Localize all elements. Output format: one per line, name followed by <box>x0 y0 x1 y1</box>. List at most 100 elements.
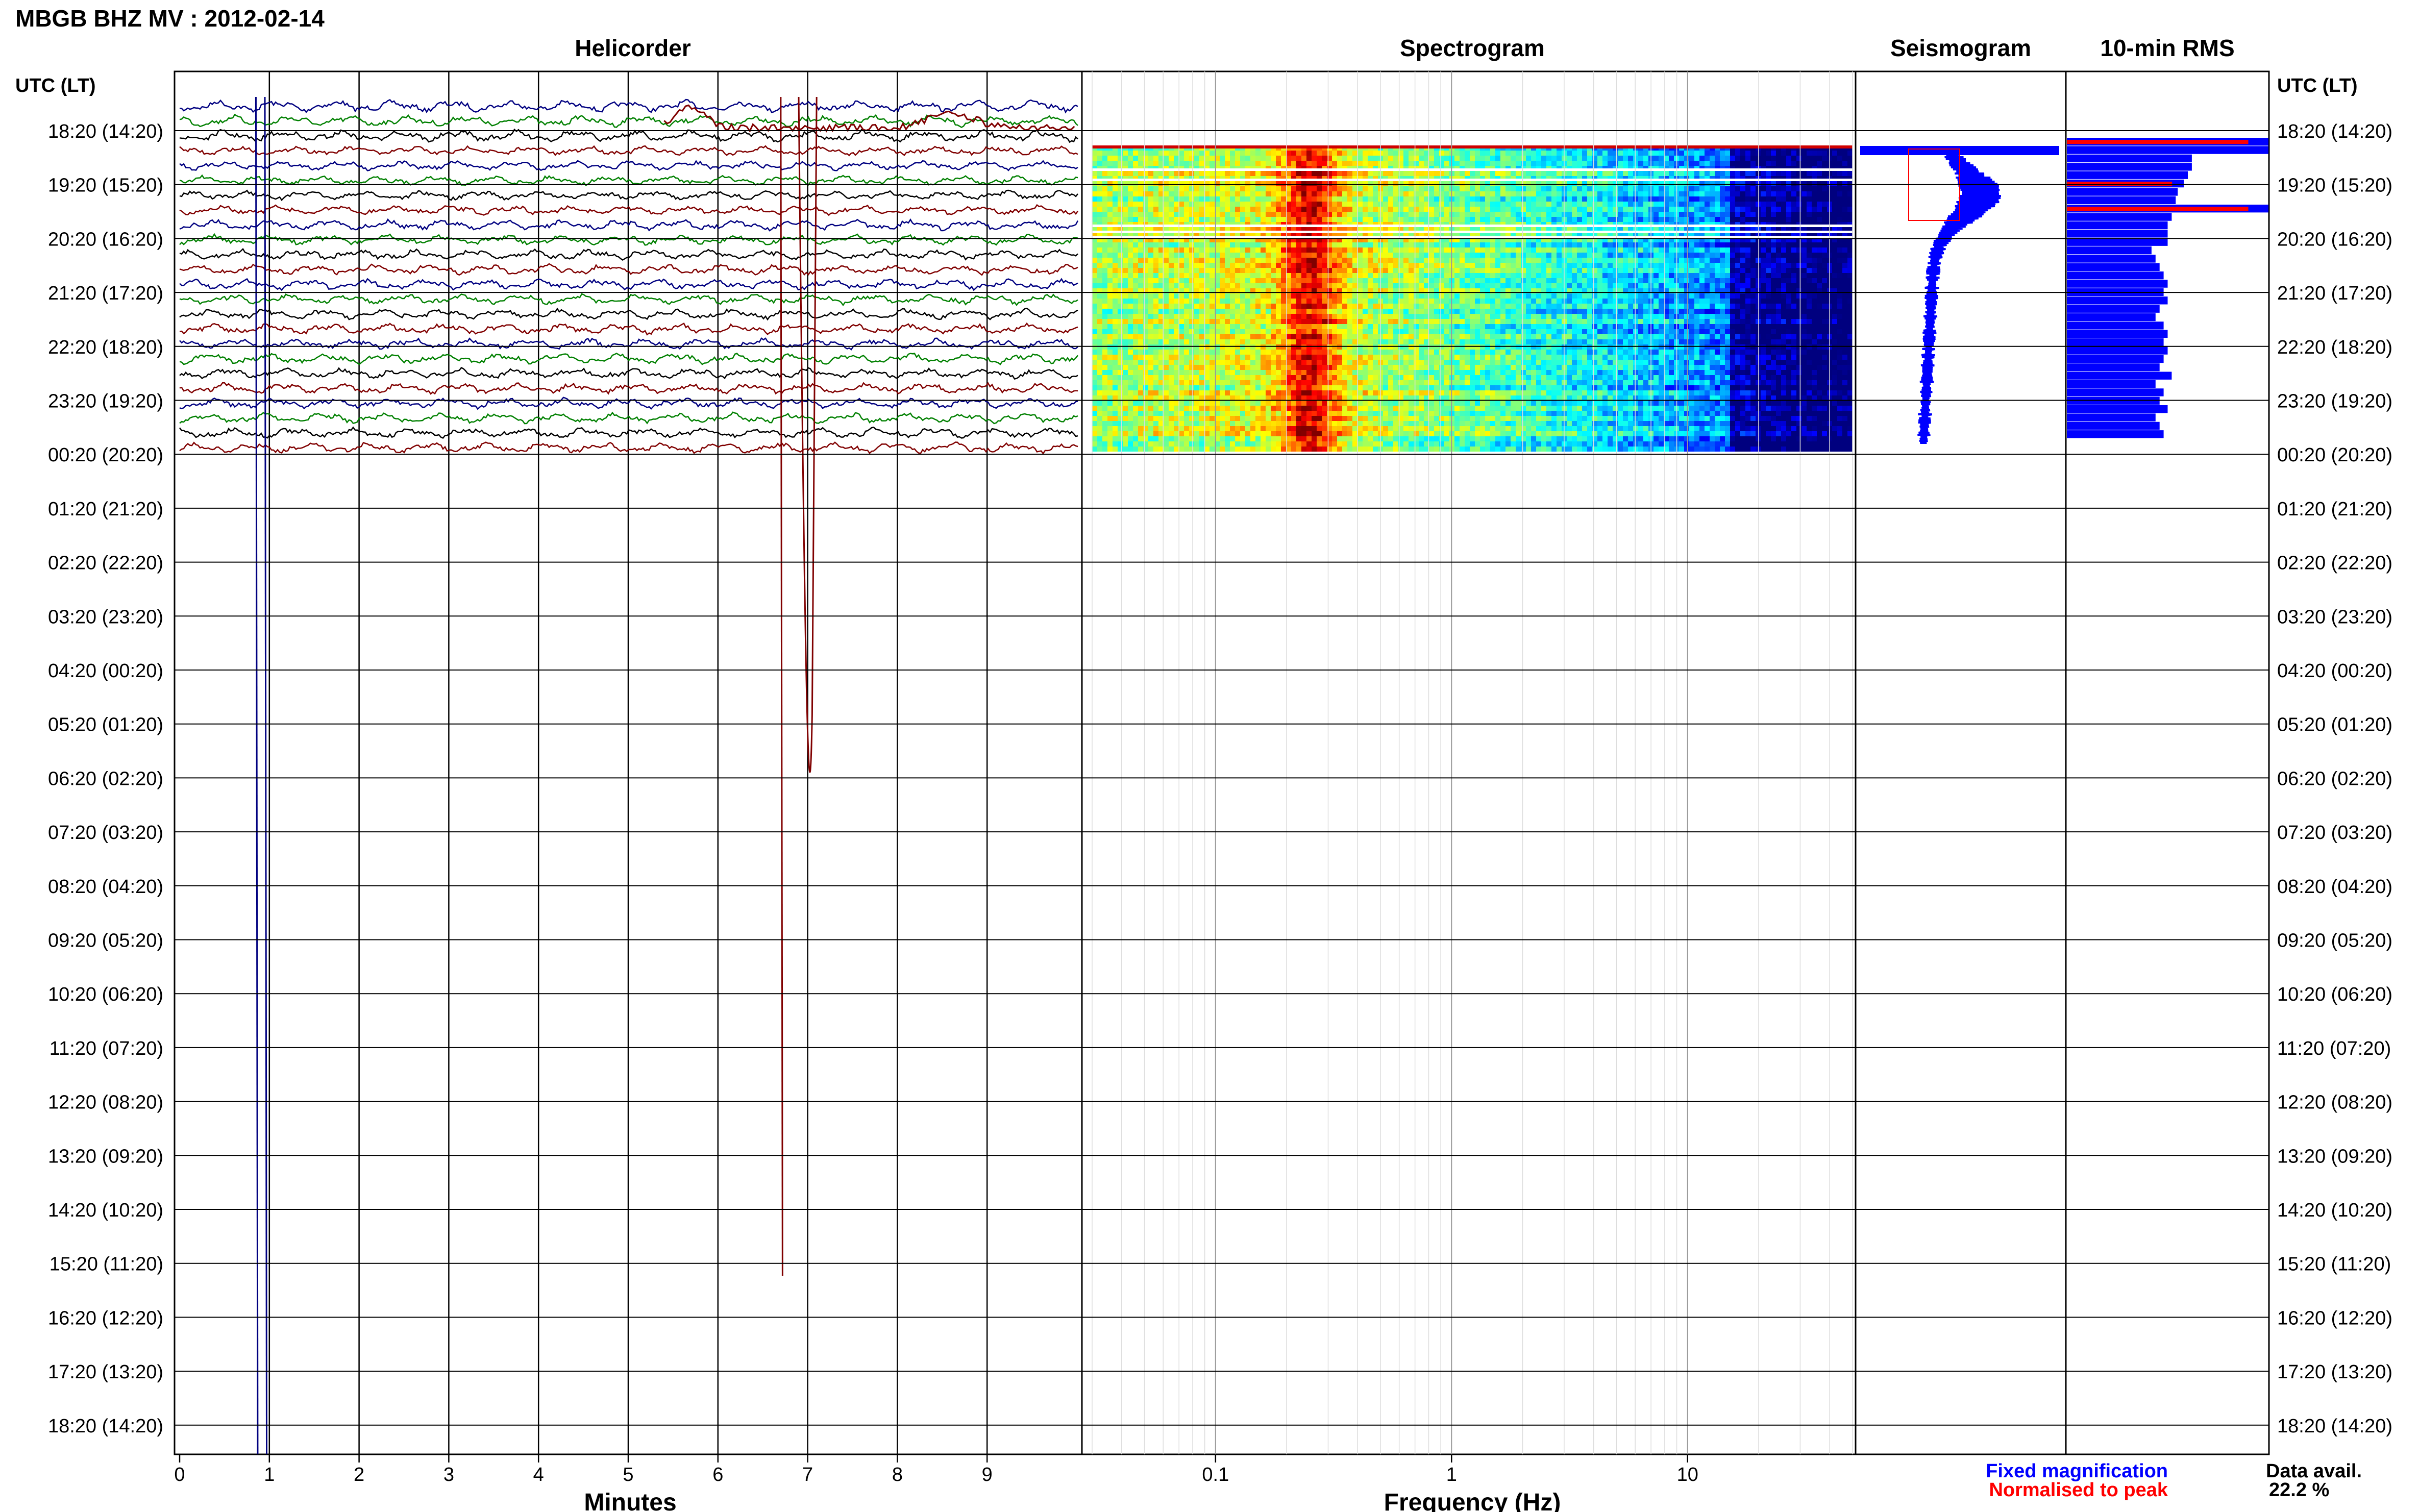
spectrogram-cell <box>1271 196 1276 202</box>
spectrogram-cell <box>1546 202 1551 207</box>
spectrogram-cell <box>1541 186 1546 191</box>
spectrogram-cell <box>1230 181 1235 186</box>
spectrogram-cell <box>1429 171 1434 176</box>
spectrogram-cell <box>1301 237 1306 242</box>
spectrogram-cell <box>1174 253 1179 258</box>
spectrogram-cell <box>1730 237 1735 242</box>
spectrogram-cell <box>1199 171 1204 176</box>
spectrogram-cell <box>1306 217 1312 222</box>
spectrogram-cell <box>1812 263 1817 268</box>
spectrogram-cell <box>1189 304 1194 309</box>
spectrogram-cell <box>1659 217 1664 222</box>
spectrogram-cell <box>1505 232 1511 237</box>
spectrogram-cell <box>1776 212 1781 217</box>
spectrogram-cell <box>1618 151 1623 156</box>
spectrogram-cell <box>1388 278 1393 283</box>
spectrogram-cell <box>1720 232 1725 237</box>
spectrogram-cell <box>1143 268 1148 273</box>
helicorder-trace <box>179 247 1078 261</box>
spectrogram-cell <box>1332 186 1337 191</box>
spectrogram-cell <box>1516 196 1521 202</box>
spectrogram-cell <box>1511 161 1516 166</box>
spectrogram-cell <box>1511 299 1516 304</box>
spectrogram-cell <box>1807 263 1812 268</box>
spectrogram-cell <box>1286 247 1291 253</box>
spectrogram-cell <box>1383 217 1388 222</box>
spectrogram-cell <box>1613 299 1618 304</box>
spectrogram-cell <box>1327 268 1332 273</box>
spectrogram-cell <box>1664 161 1669 166</box>
spectrogram-cell <box>1567 196 1572 202</box>
spectrogram-cell <box>1766 293 1771 299</box>
spectrogram-cell <box>1756 151 1761 156</box>
spectrogram-cell <box>1618 237 1623 242</box>
spectrogram-cell <box>1500 227 1505 232</box>
spectrogram-cell <box>1128 299 1133 304</box>
spectrogram-cell <box>1511 181 1516 186</box>
spectrogram-cell <box>1725 161 1730 166</box>
spectrogram-cell <box>1460 278 1465 283</box>
spectrogram-cell <box>1383 288 1388 293</box>
spectrogram-cell <box>1255 309 1261 314</box>
spectrogram-cell <box>1143 227 1148 232</box>
spectrogram-cell <box>1204 217 1210 222</box>
spectrogram-cell <box>1429 212 1434 217</box>
spectrogram-cell <box>1817 151 1822 156</box>
spectrogram-cell <box>1796 232 1801 237</box>
spectrogram-cell <box>1204 161 1210 166</box>
spectrogram-cell <box>1812 232 1817 237</box>
spectrogram-cell <box>1710 273 1715 278</box>
spectrogram-cell <box>1296 191 1301 196</box>
spectrogram-cell <box>1745 186 1750 191</box>
spectrogram-cell <box>1638 217 1643 222</box>
spectrogram-cell <box>1715 191 1720 196</box>
spectrogram-cell <box>1633 227 1638 232</box>
spectrogram-cell <box>1363 288 1368 293</box>
spectrogram-cell <box>1434 227 1439 232</box>
spectrogram-cell <box>1454 171 1460 176</box>
spectrogram-cell <box>1689 309 1694 314</box>
spectrogram-cell <box>1368 253 1373 258</box>
spectrogram-cell <box>1812 217 1817 222</box>
spectrogram-cell <box>1832 217 1837 222</box>
spectrogram-cell <box>1807 207 1812 212</box>
spectrogram-cell <box>1740 202 1745 207</box>
spectrogram-cell <box>1602 212 1608 217</box>
spectrogram-cell <box>1194 242 1199 247</box>
spectrogram-cell <box>1643 161 1648 166</box>
spectrogram-cell <box>1505 293 1511 299</box>
spectrogram-cell <box>1832 212 1837 217</box>
spectrogram-cell <box>1092 212 1097 217</box>
spectrogram-cell <box>1847 253 1853 258</box>
spectrogram-cell <box>1659 196 1664 202</box>
spectrogram-cell <box>1643 186 1648 191</box>
spectrogram-cell <box>1745 247 1750 253</box>
spectrogram-cell <box>1332 242 1337 247</box>
spectrogram-cell <box>1551 161 1557 166</box>
spectrogram-cell <box>1454 278 1460 283</box>
spectrogram-cell <box>1215 161 1220 166</box>
spectrogram-cell <box>1276 273 1281 278</box>
spectrogram-cell <box>1735 156 1740 161</box>
spectrogram-cell <box>1419 181 1424 186</box>
spectrogram-cell <box>1837 181 1842 186</box>
spectrogram-cell <box>1143 212 1148 217</box>
spectrogram-cell <box>1587 299 1592 304</box>
spectrogram-cell <box>1250 253 1255 258</box>
spectrogram-cell <box>1347 151 1352 156</box>
spectrogram-cell <box>1791 202 1796 207</box>
spectrogram-cell <box>1107 293 1113 299</box>
spectrogram-cell <box>1750 273 1756 278</box>
spectrogram-cell <box>1199 181 1204 186</box>
spectrogram-cell <box>1842 278 1847 283</box>
spectrogram-cell <box>1189 191 1194 196</box>
spectrogram-cell <box>1322 293 1327 299</box>
spectrogram-cell <box>1551 253 1557 258</box>
spectrogram-cell <box>1398 161 1403 166</box>
spectrogram-cell <box>1837 299 1842 304</box>
spectrogram-cell <box>1761 247 1766 253</box>
spectrogram-cell <box>1204 186 1210 191</box>
spectrogram-cell <box>1281 273 1286 278</box>
spectrogram-cell <box>1373 253 1378 258</box>
spectrogram-cell <box>1521 242 1526 247</box>
